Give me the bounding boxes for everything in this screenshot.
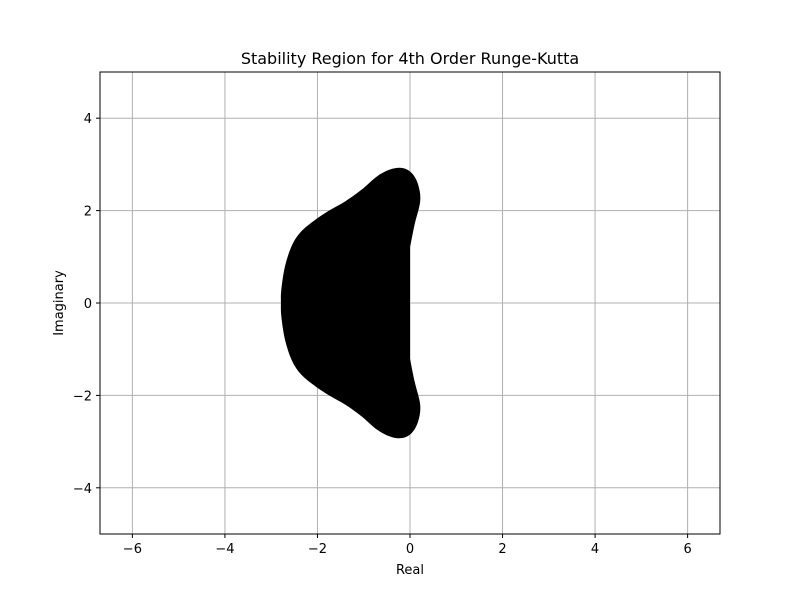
x-tick-label: −2 [308,542,327,557]
x-axis-label: Real [396,563,424,578]
x-tick-label: −4 [215,542,234,557]
stability-region [280,167,421,439]
y-tick-label: 2 [84,205,92,220]
y-axis-label: Imaginary [52,270,67,336]
x-tick-label: −6 [123,542,142,557]
y-tick-label: −2 [73,389,92,404]
y-tick-label: −4 [73,482,92,497]
y-tick-label: 4 [84,112,92,127]
x-tick-label: 4 [591,542,599,557]
y-tick-label: 0 [84,297,92,312]
chart-title: Stability Region for 4th Order Runge-Kut… [241,49,579,68]
ticks: −6 −4 −2 0 2 4 6 −4 −2 0 2 4 [73,112,692,557]
x-tick-label: 2 [498,542,506,557]
x-tick-label: 6 [683,542,691,557]
x-tick-label: 0 [406,542,414,557]
